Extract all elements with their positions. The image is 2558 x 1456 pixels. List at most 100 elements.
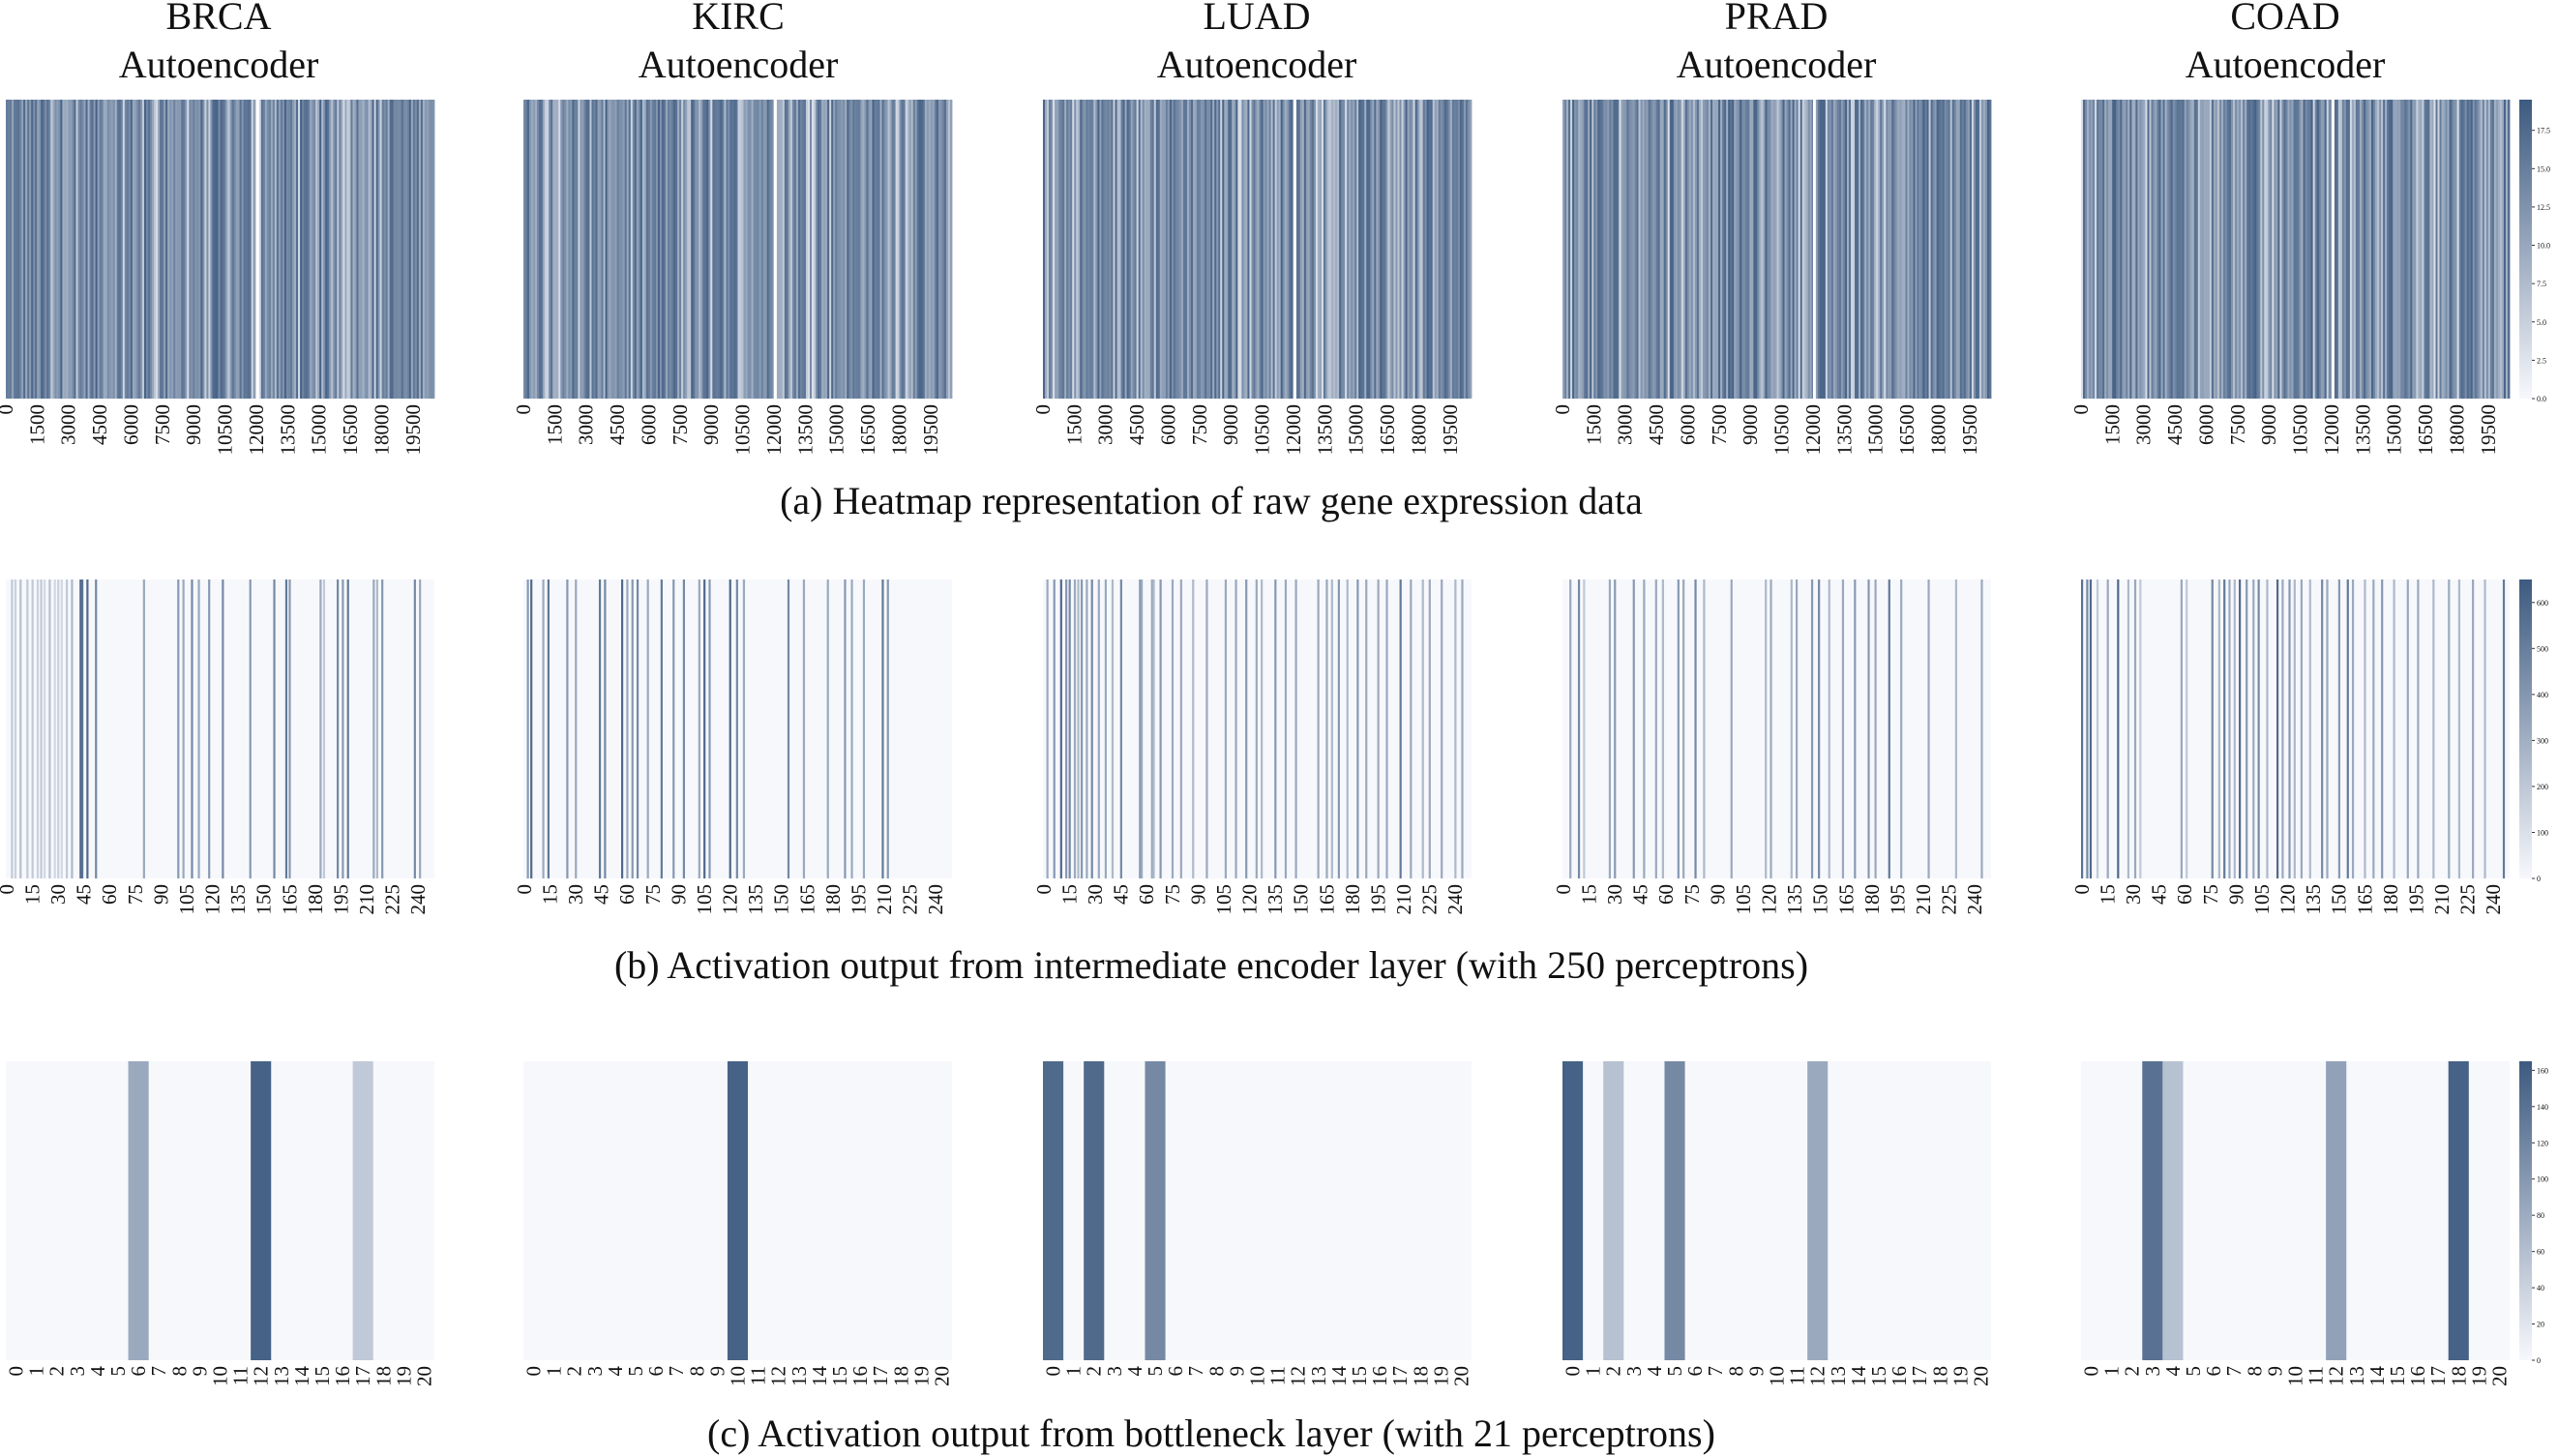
heatmap-cell-column [2250,100,2253,399]
heatmap-active-column [372,579,375,878]
x-tick-label: 4500 [1645,404,1668,445]
heatmap-cell-column [1973,100,1977,399]
heatmap-active-column [1073,579,1077,878]
x-tick-label: 15 [2097,884,2120,905]
heatmap-cell-column [1051,100,1054,399]
heatmap-active-column [787,579,790,878]
x-tick-label: 19500 [402,404,425,456]
heatmap-cell-column [2371,100,2374,399]
heatmap-cell-column [2141,100,2144,399]
heatmap-cell-column [1889,100,1892,399]
heatmap-cell-column [2223,100,2226,399]
heatmap-active-column [1818,579,1821,878]
heatmap-cell-column [412,100,416,399]
heatmap-cell-column [2334,100,2337,399]
heatmap-cell-column [2499,100,2503,399]
heatmap-active-column [2448,1061,2469,1360]
heatmap-cell-column [720,100,723,399]
heatmap-cell-column [1765,100,1768,399]
heatmap-cell-column [1984,100,1988,399]
heatmap-active-column [1577,579,1581,878]
heatmap-active-column [1145,1061,1166,1360]
heatmap-cell-column [788,100,791,399]
heatmap-cell-column [1203,100,1205,399]
heatmap-cell-column [916,100,920,399]
heatmap-cell-column [118,100,122,399]
heatmap-cell-column [2491,100,2495,399]
x-tick-label: 60 [1135,884,1158,905]
heatmap-cell-column [1182,100,1186,399]
x-tick-label: 15 [1058,884,1082,905]
heatmap-cell-column [2254,100,2257,399]
x-tick-label: 12 [1287,1366,1310,1386]
x-tick-label: 13 [270,1366,293,1386]
heatmap-cell-column [266,100,270,399]
x-tick-label: 9000 [1219,404,1242,445]
x-tick-label: 12000 [762,404,786,456]
heatmap-cell-column [2449,100,2452,399]
heatmap-active-column [1090,579,1093,878]
heatmap-cell-column [2270,100,2273,399]
x-tick-label: 10 [727,1366,750,1386]
heatmap-cell-column [1846,100,1850,399]
heatmap-cell-column [605,100,608,399]
heatmap-cell-column [661,100,665,399]
heatmap-cell-column [2314,100,2318,399]
heatmap-cell-column [1710,100,1713,399]
heatmap-cell-column [568,100,571,399]
heatmap-active-column [319,579,322,878]
heatmap-cell-column [1980,100,1984,399]
heatmap-active-column [36,579,40,878]
heatmap-cell-column [616,100,620,399]
heatmap-active-column [1086,579,1088,878]
x-tick-label: 75 [1161,884,1184,905]
heatmap-active-column [1192,579,1195,878]
heatmap-cell-column [2503,100,2507,399]
heatmap-cell-column [1617,100,1620,399]
heatmap-active-column [2180,579,2183,878]
heatmap-cell-column [638,100,641,399]
heatmap-cell-column [556,100,559,399]
heatmap-cell-column [1584,100,1587,399]
x-tick-label: 10500 [2289,404,2312,456]
heatmap-cell-column [2306,100,2309,399]
heatmap-cell-column [1650,100,1653,399]
heatmap-cell-column [1895,100,1898,399]
heatmap-active-column [1790,579,1793,878]
heatmap-cell-column [649,100,653,399]
heatmap-cell-column [1728,100,1731,399]
heatmap-cell-column [310,100,312,399]
heatmap-cell-column [1720,100,1723,399]
heatmap-cell-column [789,100,793,399]
heatmap-cell-column [1982,100,1986,399]
heatmap-cell-column [2112,100,2115,399]
heatmap-cell-column [262,100,266,399]
heatmap-cell-column [329,100,332,399]
heatmap-active-column [1703,579,1706,878]
heatmap-cell-column [1043,100,1046,399]
x-tick-label: 20 [1450,1366,1473,1386]
x-tick-label: 105 [1212,884,1235,915]
colorbar-tick-label: 80 [2537,1211,2544,1220]
heatmap-cell-column [194,100,197,399]
heatmap-background [1562,1061,1991,1360]
heatmap-active-column [1410,579,1413,878]
heatmap-active-column [288,579,291,878]
heatmap-cell-column [1290,100,1294,399]
heatmap-cell-column [1622,100,1625,399]
heatmap-cell-column [106,100,110,399]
x-tick-label: 165 [2353,884,2376,915]
x-tick-label: 12 [250,1366,273,1386]
heatmap-cell-column [1451,100,1455,399]
heatmap-cell-column [52,100,55,399]
heatmap-cell-column [1609,100,1612,399]
heatmap-cell-column [308,100,311,399]
heatmap-cell-column [576,100,579,399]
heatmap-cell-column [2124,100,2127,399]
heatmap-cell-column [375,100,378,399]
heatmap-cell-column [241,100,245,399]
heatmap-cell-column [895,100,899,399]
heatmap-cell-column [1055,100,1057,399]
heatmap-active-column [48,579,51,878]
heatmap-cell-column [718,100,721,399]
